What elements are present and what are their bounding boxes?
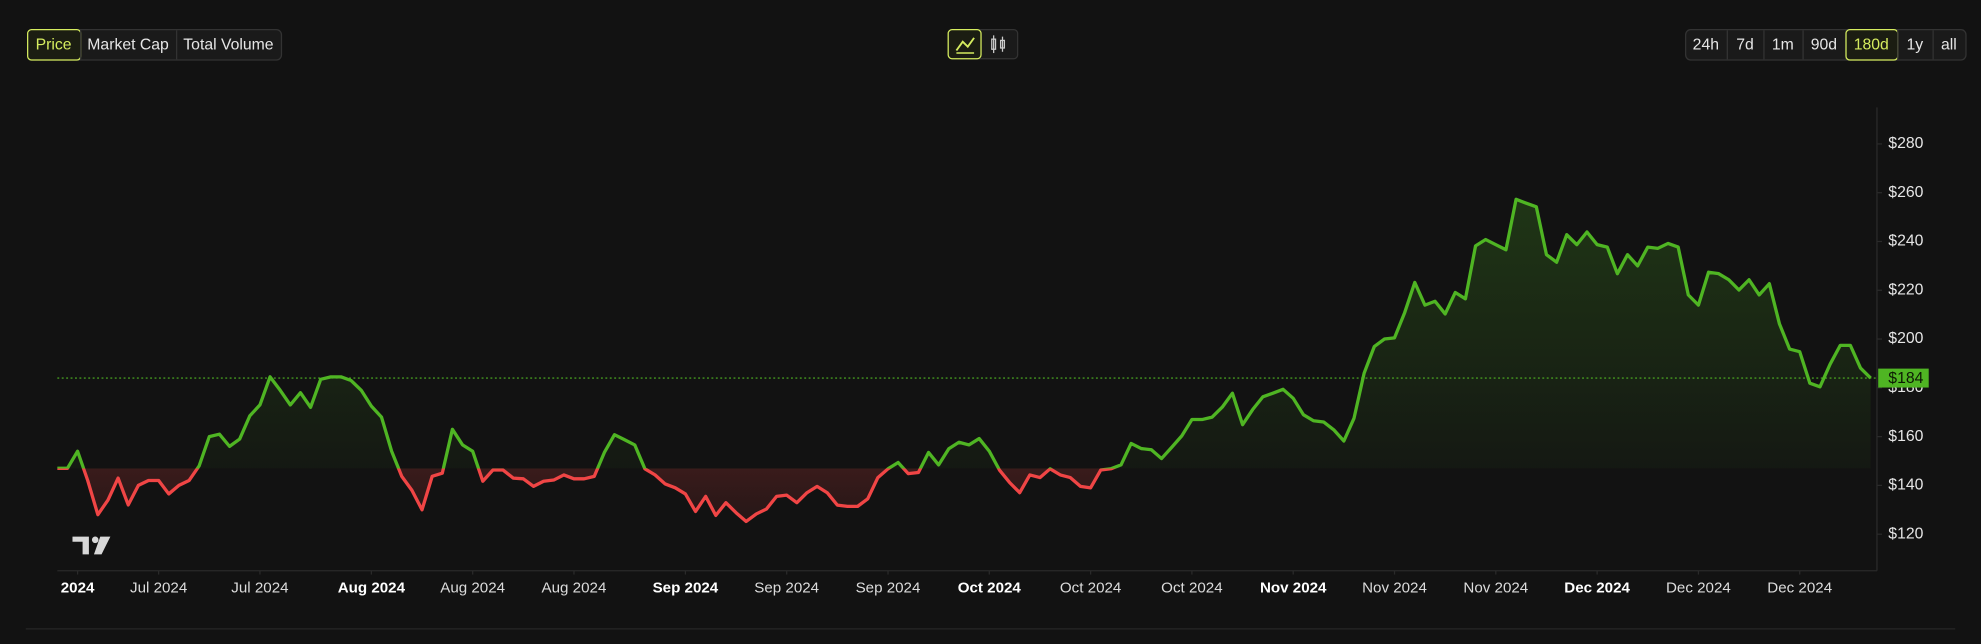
x-tick-label: Dec 2024 bbox=[1564, 579, 1630, 596]
candle-style-button[interactable] bbox=[982, 30, 1017, 58]
logo-part bbox=[72, 536, 89, 555]
y-tick-label: $220 bbox=[1888, 281, 1923, 298]
x-tick-label: Oct 2024 bbox=[958, 579, 1022, 596]
x-tick-label: Aug 2024 bbox=[338, 579, 406, 596]
x-tick-label: Jul 2024 bbox=[130, 579, 187, 596]
y-tick-label: $240 bbox=[1888, 233, 1923, 250]
x-tick-label: Nov 2024 bbox=[1463, 579, 1528, 596]
current-price-label: $184 bbox=[1888, 370, 1923, 387]
button-label[interactable]: Price bbox=[36, 37, 72, 54]
logo-part bbox=[93, 536, 111, 555]
x-tick-label: Dec 2024 bbox=[1666, 579, 1731, 596]
watermark-logo bbox=[72, 536, 111, 555]
button-label[interactable]: all bbox=[1941, 37, 1957, 54]
button-label[interactable]: Market Cap bbox=[87, 37, 169, 54]
y-tick-label: $260 bbox=[1888, 184, 1923, 201]
price-line bbox=[57, 197, 1872, 524]
logo-part bbox=[91, 536, 99, 544]
candle-hit[interactable] bbox=[982, 30, 1017, 58]
ranges-group: 24h 7d 1m 90d 180d 1y all bbox=[1685, 29, 1967, 61]
x-tick-label: Sep 2024 bbox=[754, 579, 819, 596]
x-tick-label: Nov 2024 bbox=[1362, 579, 1427, 596]
chart-style-toggle bbox=[947, 29, 1019, 60]
y-tick-label: $120 bbox=[1888, 525, 1923, 542]
price-area bbox=[57, 199, 1871, 522]
button-label[interactable]: 24h bbox=[1693, 37, 1719, 54]
x-tick-label: Aug 2024 bbox=[542, 579, 607, 596]
x-tick-label: Sep 2024 bbox=[653, 579, 719, 596]
x-tick-label: Oct 2024 bbox=[1060, 579, 1121, 596]
x-tick-label: Nov 2024 bbox=[1260, 579, 1327, 596]
button-label[interactable]: 1m bbox=[1772, 37, 1794, 54]
line-icon bbox=[955, 37, 975, 52]
x-tick-label: Dec 2024 bbox=[1767, 579, 1832, 596]
button-label[interactable]: 180d bbox=[1854, 37, 1889, 54]
metrics-group: Price Market Cap Total Volume bbox=[27, 29, 283, 61]
x-tick-label: Aug 2024 bbox=[440, 579, 505, 596]
button-label[interactable]: 1y bbox=[1907, 37, 1924, 54]
x-tick-label: Oct 2024 bbox=[1161, 579, 1222, 596]
x-tick-label: Sep 2024 bbox=[856, 579, 921, 596]
y-tick-label: $280 bbox=[1888, 135, 1923, 152]
button-label[interactable]: Total Volume bbox=[183, 37, 273, 54]
y-tick-label: $200 bbox=[1888, 330, 1923, 347]
button-label[interactable]: 7d bbox=[1736, 37, 1754, 54]
y-tick-label: $140 bbox=[1888, 477, 1923, 494]
button-label[interactable]: 90d bbox=[1811, 37, 1837, 54]
x-tick-label: 2024 bbox=[61, 579, 95, 596]
current-price-tag bbox=[1878, 368, 1929, 388]
y-tick-label: $160 bbox=[1888, 428, 1923, 445]
x-tick-label: Jul 2024 bbox=[231, 579, 288, 596]
